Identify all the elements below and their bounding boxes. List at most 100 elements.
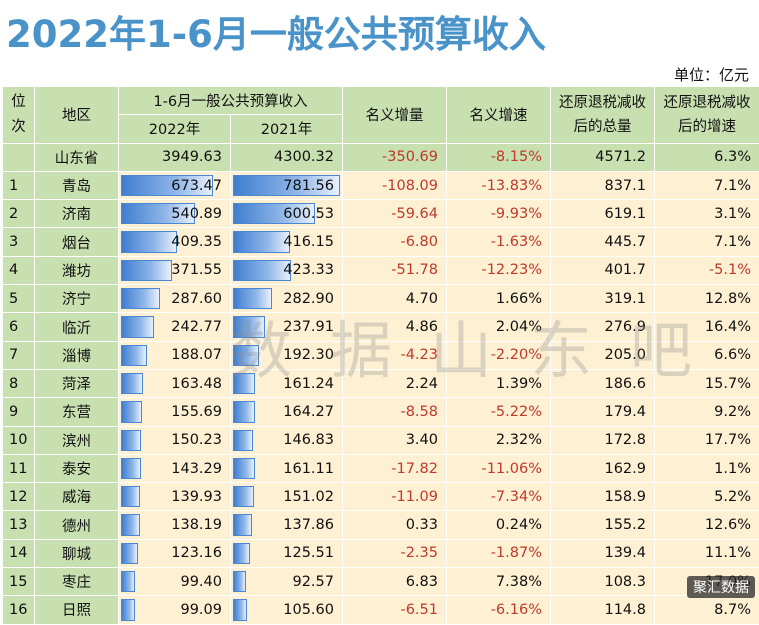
row-restored-total: 186.6 — [551, 369, 655, 397]
row-rank: 3 — [3, 228, 35, 256]
province-increase: -350.69 — [343, 143, 447, 171]
row-2022: 188.07 — [119, 341, 231, 369]
row-increase: 6.83 — [343, 568, 447, 596]
row-2021-value: 164.27 — [283, 404, 334, 420]
unit-label: 单位：亿元 — [674, 64, 749, 85]
row-growth: -13.83% — [447, 171, 551, 199]
row-2021-databar — [233, 401, 255, 422]
header-restored-growth: 还原退税减收后的增速 — [655, 87, 759, 144]
row-restored-total: 158.9 — [551, 483, 655, 511]
row-2022-databar — [121, 231, 177, 252]
row-2022-databar — [121, 571, 135, 592]
row-growth: 2.32% — [447, 426, 551, 454]
row-increase: -6.51 — [343, 596, 447, 624]
row-2021-value: 161.24 — [283, 376, 334, 392]
header-region: 地区 — [35, 87, 119, 144]
row-restored-total: 162.9 — [551, 454, 655, 482]
row-2021: 164.27 — [231, 398, 343, 426]
row-increase: 3.40 — [343, 426, 447, 454]
row-growth: -6.16% — [447, 596, 551, 624]
row-2021: 423.33 — [231, 256, 343, 284]
row-growth: -9.93% — [447, 200, 551, 228]
row-restored-growth: 9.2% — [655, 398, 759, 426]
row-increase: 0.33 — [343, 511, 447, 539]
row-restored-total: 172.8 — [551, 426, 655, 454]
row-rank: 12 — [3, 483, 35, 511]
row-increase: -59.64 — [343, 200, 447, 228]
row-2022-databar — [121, 514, 140, 535]
row-2021-databar — [233, 345, 259, 366]
row-2021: 161.24 — [231, 369, 343, 397]
row-2021-databar — [233, 430, 253, 451]
row-2022: 163.48 — [119, 369, 231, 397]
row-2022: 150.23 — [119, 426, 231, 454]
row-2021-value: 161.11 — [283, 461, 334, 477]
row-growth: -12.23% — [447, 256, 551, 284]
header-revenue-group: 1-6月一般公共预算收入 — [119, 87, 343, 115]
header-row-1: 位次 地区 1-6月一般公共预算收入 名义增量 名义增速 还原退税减收后的总量 … — [3, 87, 759, 115]
row-2022-value: 409.35 — [171, 234, 222, 250]
row-2021: 151.02 — [231, 483, 343, 511]
row-2021-value: 416.15 — [283, 234, 334, 250]
row-2021: 416.15 — [231, 228, 343, 256]
row-2021-databar — [233, 231, 290, 252]
row-2022: 99.40 — [119, 568, 231, 596]
header-2021: 2021年 — [231, 115, 343, 143]
header-2022: 2022年 — [119, 115, 231, 143]
row-region: 菏泽 — [35, 369, 119, 397]
row-2022-value: 188.07 — [171, 347, 222, 363]
row-2022-databar — [121, 288, 160, 309]
row-2021-value: 600.53 — [283, 206, 334, 222]
row-2021-value: 137.86 — [283, 517, 334, 533]
row-2021: 600.53 — [231, 200, 343, 228]
row-region: 日照 — [35, 596, 119, 624]
page-title: 2022年1-6月一般公共预算收入 — [6, 4, 546, 58]
row-region: 东营 — [35, 398, 119, 426]
row-restored-total: 401.7 — [551, 256, 655, 284]
row-2021-value: 151.02 — [283, 489, 334, 505]
row-2022-databar — [121, 316, 154, 337]
row-region: 济宁 — [35, 285, 119, 313]
row-restored-total: 445.7 — [551, 228, 655, 256]
row-2022-databar — [121, 373, 143, 394]
row-region: 聊城 — [35, 539, 119, 567]
row-region: 烟台 — [35, 228, 119, 256]
row-restored-total: 319.1 — [551, 285, 655, 313]
row-restored-total: 108.3 — [551, 568, 655, 596]
row-restored-total: 619.1 — [551, 200, 655, 228]
row-2021: 282.90 — [231, 285, 343, 313]
row-growth: -1.63% — [447, 228, 551, 256]
province-2021: 4300.32 — [231, 143, 343, 171]
row-increase: -8.58 — [343, 398, 447, 426]
row-2022-value: 99.09 — [180, 602, 222, 618]
row-rank: 10 — [3, 426, 35, 454]
row-2022-value: 287.60 — [171, 291, 222, 307]
row-2021-databar — [233, 316, 265, 337]
row-restored-growth: 11.1% — [655, 539, 759, 567]
row-2021-value: 105.60 — [283, 602, 334, 618]
row-2022: 143.29 — [119, 454, 231, 482]
row-increase: 2.24 — [343, 369, 447, 397]
row-increase: -51.78 — [343, 256, 447, 284]
row-2022: 99.09 — [119, 596, 231, 624]
row-restored-growth: 12.8% — [655, 285, 759, 313]
row-2021: 137.86 — [231, 511, 343, 539]
row-2022: 123.16 — [119, 539, 231, 567]
row-2022: 287.60 — [119, 285, 231, 313]
row-region: 青岛 — [35, 171, 119, 199]
row-region: 临沂 — [35, 313, 119, 341]
row-2022-value: 155.69 — [171, 404, 222, 420]
row-2022-value: 163.48 — [171, 376, 222, 392]
row-region: 滨州 — [35, 426, 119, 454]
row-increase: -6.80 — [343, 228, 447, 256]
row-restored-total: 114.8 — [551, 596, 655, 624]
province-restored-growth: 6.3% — [655, 143, 759, 171]
row-2021-value: 192.30 — [283, 347, 334, 363]
row-2022-databar — [121, 260, 172, 281]
